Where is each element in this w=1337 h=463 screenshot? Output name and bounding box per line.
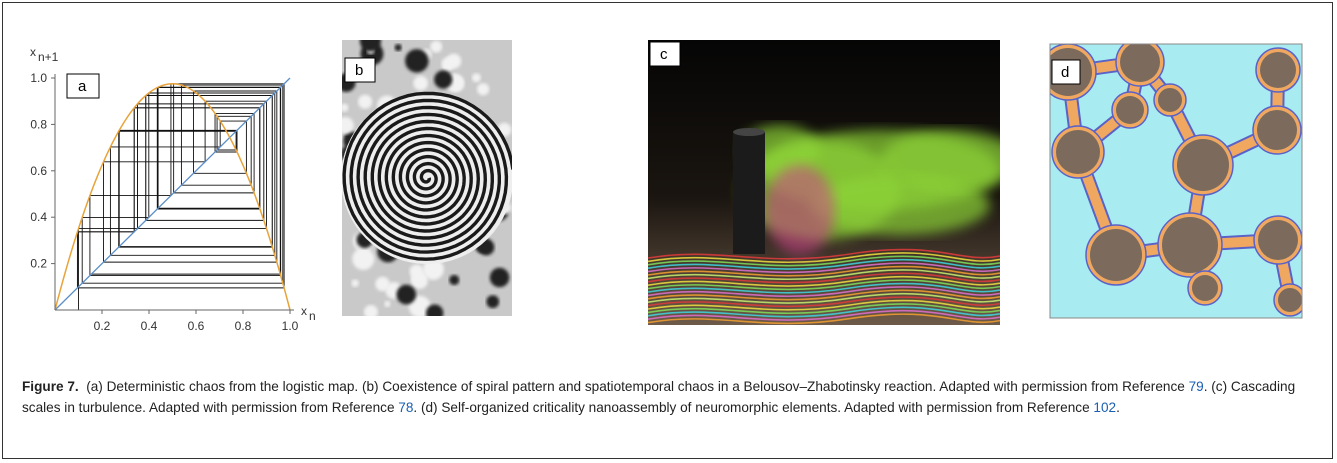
- x-axis-label: x: [301, 304, 307, 318]
- x-axis-label-sub: n: [309, 309, 316, 323]
- particle-core: [1260, 52, 1296, 88]
- panel-label: b: [355, 62, 363, 79]
- texture: [340, 104, 348, 112]
- texture: [384, 301, 390, 307]
- particle-core: [1258, 220, 1298, 260]
- x-tick-label: 1.0: [282, 319, 299, 333]
- reference-link[interactable]: 79: [1189, 379, 1204, 394]
- texture: [395, 44, 402, 51]
- x-tick-label: 0.8: [235, 319, 252, 333]
- y-axis-label-sub: n+1: [38, 50, 59, 64]
- texture: [358, 95, 372, 109]
- particle-core: [1162, 217, 1218, 273]
- y-tick-label: 0.4: [30, 210, 47, 224]
- particle-core: [1278, 288, 1302, 312]
- panel-c: [648, 40, 1020, 325]
- texture: [472, 73, 481, 82]
- texture: [444, 64, 452, 72]
- caption-text: (a) Deterministic chaos from the logisti…: [86, 379, 1188, 394]
- particle-core: [1120, 42, 1160, 82]
- x-tick-label: 0.2: [94, 319, 111, 333]
- particle-core: [1090, 229, 1142, 281]
- y-tick-label: 1.0: [30, 71, 47, 85]
- reference-link[interactable]: 102: [1093, 400, 1116, 415]
- texture: [360, 30, 381, 51]
- cylinder: [733, 132, 765, 254]
- texture: [434, 70, 452, 88]
- texture: [430, 41, 442, 53]
- texture: [449, 275, 459, 285]
- y-tick-label: 0.6: [30, 164, 47, 178]
- vortex-core: [765, 165, 835, 255]
- texture: [351, 279, 358, 286]
- texture: [396, 285, 416, 305]
- texture: [486, 295, 499, 308]
- particle-core: [1158, 88, 1182, 112]
- texture: [426, 305, 443, 322]
- cylinder-top: [733, 128, 765, 136]
- panel-label: d: [1061, 64, 1069, 81]
- caption-label: Figure 7.: [22, 379, 79, 394]
- particle-core: [1177, 139, 1229, 191]
- x-tick-label: 0.4: [141, 319, 158, 333]
- texture: [337, 117, 354, 134]
- texture: [490, 268, 509, 287]
- vortex-cloud: [810, 175, 990, 235]
- texture: [364, 305, 378, 319]
- reference-link[interactable]: 78: [398, 400, 413, 415]
- texture: [413, 76, 428, 91]
- texture: [412, 271, 426, 285]
- caption-text: .: [1116, 400, 1120, 415]
- y-tick-label: 0.8: [30, 117, 47, 131]
- y-axis-label: x: [30, 45, 36, 59]
- texture: [405, 49, 429, 73]
- particle-core: [1116, 96, 1144, 124]
- y-tick-label: 0.2: [30, 257, 47, 271]
- particle-core: [1257, 110, 1297, 150]
- x-tick-label: 0.6: [188, 319, 205, 333]
- caption-text: . (d) Self-organized criticality nanoass…: [413, 400, 1093, 415]
- figure-caption: Figure 7. (a) Deterministic chaos from t…: [22, 376, 1312, 418]
- particle-core: [1056, 130, 1100, 174]
- panel-label: c: [660, 46, 668, 63]
- cobweb: [77, 84, 284, 310]
- texture: [477, 83, 489, 95]
- panel-label: a: [78, 78, 87, 95]
- particle-core: [1192, 275, 1218, 301]
